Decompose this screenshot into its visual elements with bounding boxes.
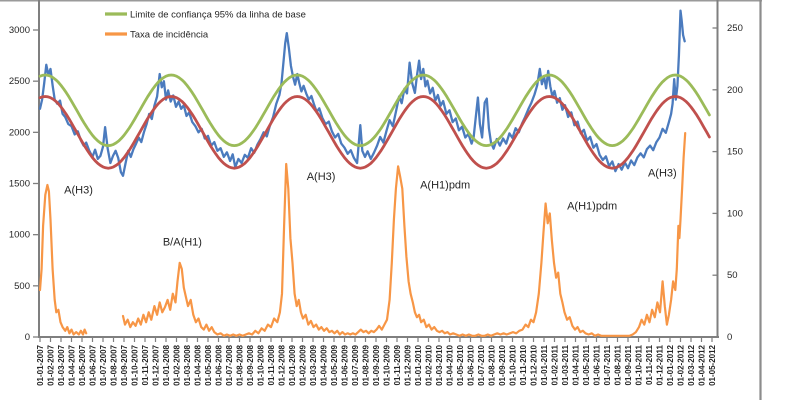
x-axis-date-label: 01-08-2009 [362, 344, 371, 385]
x-axis-date-label: 01-02-2012 [677, 344, 686, 385]
x-axis-date-label: 01-09-2007 [120, 344, 129, 385]
x-axis-date-label: 01-11-2010 [519, 344, 528, 385]
x-axis-date-label: 01-11-2008 [267, 344, 276, 385]
annotation-label: A(H1)pdm [420, 180, 470, 192]
x-axis-date-label: 01-07-2008 [225, 344, 234, 385]
x-axis-date-label: 01-01-2009 [288, 344, 297, 385]
x-axis-date-label: 01-07-2010 [477, 344, 486, 385]
legend-label: Limite de confiança 95% da linha de base [130, 10, 306, 21]
x-axis-date-label: 01-03-2010 [435, 344, 444, 385]
x-axis-date-label: 01-01-2012 [666, 344, 675, 385]
x-axis-date-label: 01-03-2009 [309, 344, 318, 385]
x-axis-date-label: 01-08-2007 [110, 344, 119, 385]
x-axis-date-label: 01-04-2012 [698, 344, 707, 385]
left-axis-tick-label: 0 [25, 332, 30, 343]
annotation-label: B/A(H1) [163, 237, 202, 249]
x-axis-date-label: 01-05-2009 [330, 344, 339, 385]
right-axis-tick-label: 200 [727, 85, 743, 96]
x-axis-date-label: 01-04-2011 [572, 344, 581, 385]
annotation-label: A(H3) [307, 171, 336, 183]
x-axis-date-label: 01-10-2010 [509, 344, 518, 385]
series-incidence-rate-line [38, 183, 88, 336]
x-axis-date-label: 01-12-2009 [404, 344, 413, 385]
x-axis-date-label: 01-04-2007 [68, 344, 77, 385]
annotation-label: A(H3) [648, 167, 677, 179]
right-axis-tick-label: 150 [727, 147, 743, 158]
x-axis-date-label: 01-10-2008 [257, 344, 266, 385]
x-axis-date-label: 01-09-2008 [246, 344, 255, 385]
x-axis-date-label: 01-02-2010 [425, 344, 434, 385]
x-axis-date-label: 01-12-2008 [278, 344, 287, 385]
x-axis-date-label: 01-02-2011 [551, 344, 560, 385]
x-axis-date-label: 01-10-2009 [383, 344, 392, 385]
x-axis-date-label: 01-02-2007 [47, 344, 56, 385]
right-axis-tick-label: 250 [727, 23, 743, 34]
x-axis-date-label: 01-11-2011 [645, 344, 654, 385]
left-axis-tick-label: 1000 [9, 230, 30, 241]
x-axis-date-label: 01-01-2010 [414, 344, 423, 385]
x-axis-date-label: 01-07-2007 [99, 344, 108, 385]
x-axis-date-label: 01-06-2011 [593, 344, 602, 385]
left-axis-tick-label: 500 [14, 281, 30, 292]
x-axis-date-label: 01-03-2012 [687, 344, 696, 385]
right-axis-tick-label: 0 [727, 332, 732, 343]
x-axis-date-label: 01-02-2009 [299, 344, 308, 385]
x-axis-date-label: 01-08-2008 [236, 344, 245, 385]
x-axis-date-label: 01-12-2007 [152, 344, 161, 385]
x-axis-date-label: 01-10-2011 [635, 344, 644, 385]
annotation-label: A(H3) [64, 185, 93, 197]
x-axis-date-label: 01-06-2008 [215, 344, 224, 385]
x-axis-date-label: 01-05-2008 [204, 344, 213, 385]
series-incidence-rate-line [121, 132, 687, 337]
right-axis-tick-label: 100 [727, 208, 743, 219]
x-axis-date-label: 01-04-2008 [194, 344, 203, 385]
right-axis-tick-label: 50 [727, 270, 738, 281]
x-axis-date-label: 01-06-2009 [341, 344, 350, 385]
left-axis-tick-label: 3000 [9, 25, 30, 36]
x-axis-date-label: 01-03-2007 [57, 344, 66, 385]
x-axis-date-label: 01-12-2011 [656, 344, 665, 385]
x-axis-date-label: 01-05-2011 [582, 344, 591, 385]
x-axis-date-label: 01-11-2007 [141, 344, 150, 385]
x-axis-date-label: 01-06-2010 [467, 344, 476, 385]
x-axis-date-label: 01-01-2011 [540, 344, 549, 385]
x-axis-date-label: 01-05-2010 [456, 344, 465, 385]
left-axis-tick-label: 2500 [9, 76, 30, 87]
x-axis-date-label: 01-09-2011 [624, 344, 633, 385]
x-axis-date-label: 01-11-2009 [393, 344, 402, 385]
left-axis-tick-label: 1500 [9, 179, 30, 190]
series-upper-confidence-95-line [38, 73, 711, 147]
x-axis-date-label: 01-07-2011 [603, 344, 612, 385]
left-axis-tick-label: 2000 [9, 127, 30, 138]
x-axis-date-label: 01-06-2007 [89, 344, 98, 385]
x-axis-date-label: 01-08-2010 [488, 344, 497, 385]
x-axis-date-label: 01-03-2008 [183, 344, 192, 385]
x-axis-date-label: 01-05-2012 [708, 344, 717, 385]
x-axis-date-label: 01-04-2010 [446, 344, 455, 385]
x-axis-date-label: 01-08-2011 [614, 344, 623, 385]
annotation-label: A(H1)pdm [567, 201, 617, 213]
legend-label: Taxa de incidência [130, 30, 209, 41]
x-axis-date-label: 01-04-2009 [320, 344, 329, 385]
x-axis-date-label: 01-12-2010 [530, 344, 539, 385]
x-axis-date-label: 01-01-2008 [162, 344, 171, 385]
x-axis-date-label: 01-07-2009 [351, 344, 360, 385]
x-axis-date-label: 01-09-2009 [372, 344, 381, 385]
x-axis-date-label: 01-10-2007 [131, 344, 140, 385]
x-axis-date-label: 01-01-2007 [36, 344, 45, 385]
x-axis-date-label: 01-03-2011 [561, 344, 570, 385]
x-axis-date-label: 01-02-2008 [173, 344, 182, 385]
x-axis-date-label: 01-05-2007 [78, 344, 87, 385]
series-baseline-line [38, 95, 711, 170]
x-axis-date-label: 01-09-2010 [498, 344, 507, 385]
